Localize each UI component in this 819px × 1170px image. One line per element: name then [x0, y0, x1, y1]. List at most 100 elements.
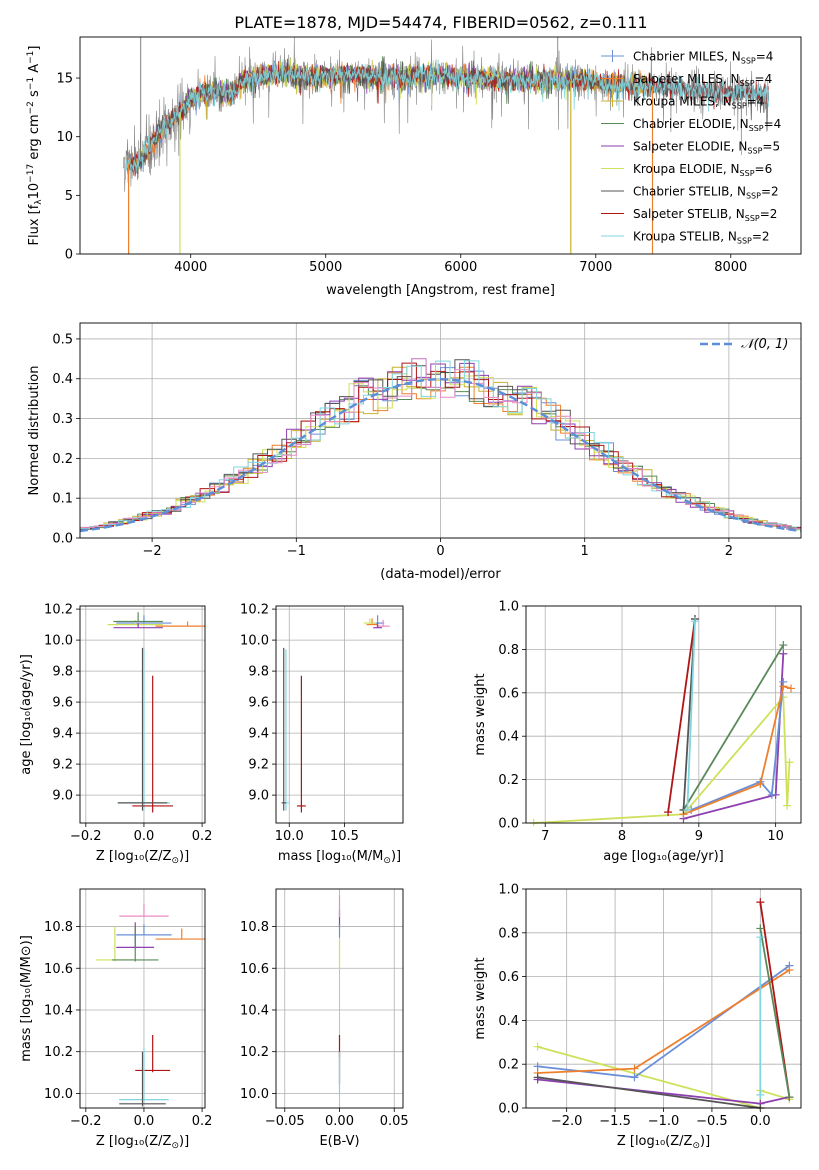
weight-marker: [756, 933, 765, 942]
y-tick-label: 10.0: [240, 1087, 269, 1102]
y-tick-label: 10.2: [240, 603, 269, 618]
x-axis-label: age [log₁₀(age/yr)]: [603, 849, 724, 864]
y-tick-label: 10.2: [44, 1045, 73, 1060]
model-spectrum-chabrier-stelib: [125, 56, 769, 175]
weight-marker: [756, 1090, 765, 1099]
axes-frame: [275, 888, 404, 1109]
x-tick-label: 0.0: [750, 1114, 771, 1129]
histogram-kroupa-stelib: [80, 360, 801, 530]
y-tick-label: 0.0: [498, 817, 519, 832]
y-tick-label: 0.4: [498, 730, 519, 745]
y-tick-label: 15: [56, 72, 73, 87]
spectrum-legend: Chabrier MILES, NSSP=4 Salpeter MILES, NS…: [601, 50, 781, 246]
y-tick-label: 9.2: [52, 758, 73, 773]
weight-line: [537, 1045, 790, 1110]
x-tick-label: 2: [725, 544, 733, 559]
weight_vs_Z-series: [533, 898, 794, 1111]
weight-marker: [787, 684, 796, 693]
x-tick-label: −0.2: [70, 829, 102, 844]
y-tick-label: 0.4: [52, 372, 73, 387]
weight-marker: [690, 617, 699, 626]
y-tick-label: 0.2: [498, 1058, 519, 1073]
age_vs_mass-points: [281, 615, 390, 813]
y-tick-label: 9.4: [52, 727, 73, 742]
weight-marker: [756, 898, 765, 907]
weight-marker: [767, 790, 776, 799]
axes-frame: [79, 36, 802, 255]
y-axis-label: mass weight: [473, 673, 488, 755]
weight-marker: [664, 808, 673, 817]
legend-label: 𝒩(0, 1): [741, 337, 788, 352]
y-tick-label: 10.2: [240, 1045, 269, 1060]
y-tick-label: 9.6: [248, 696, 269, 711]
weight-marker: [785, 758, 794, 767]
x-tick-label: 10.5: [330, 829, 359, 844]
y-tick-label: 9.0: [52, 789, 73, 804]
x-axis-label: (data-model)/error: [380, 567, 501, 582]
y-tick-label: 1.0: [498, 883, 519, 898]
weight-marker: [779, 649, 788, 658]
x-tick-label: −2.0: [551, 1114, 583, 1129]
y-tick-label: 9.6: [52, 696, 73, 711]
weight-marker: [785, 1093, 794, 1102]
weight-line: [533, 694, 791, 824]
y-tick-label: 0.5: [52, 332, 73, 347]
residuals-axes: −2 −1 0 1 2 0.0 0.1 0.2 0.3 0.4 0.5: [52, 323, 801, 559]
y-axis-label: Normed distribution: [27, 366, 42, 496]
y-tick-label: 0.2: [498, 773, 519, 788]
figure-title: PLATE=1878, MJD=54474, FIBERID=0562, z=0…: [234, 13, 647, 32]
y-tick-label: 9.8: [248, 665, 269, 680]
x-tick-label: 0.2: [192, 829, 213, 844]
axes-frame: [79, 888, 206, 1109]
age_vs_Z-points: [107, 612, 205, 813]
y-tick-label: 10.2: [44, 603, 73, 618]
y-tick-label: 10.6: [240, 962, 269, 977]
y-tick-label: 10.4: [44, 1003, 73, 1018]
y-tick-label: 10: [56, 130, 73, 145]
y-tick-label: 0.8: [498, 643, 519, 658]
spectrum-axes: 4000 5000 6000 7000 8000 0 5 10 15: [56, 72, 747, 275]
model-spectrum-kroupa-stelib: [125, 59, 769, 173]
y-tick-label: 0.6: [498, 970, 519, 985]
y-tick-label: 0.0: [498, 1102, 519, 1117]
x-tick-label: 8000: [714, 260, 747, 275]
weight-marker: [630, 1064, 639, 1073]
x-axis-label: wavelength [Angstrom, rest frame]: [326, 283, 555, 298]
x-tick-label: 9: [695, 829, 703, 844]
x-axis-label: E(B-V): [319, 1134, 359, 1149]
axes-frame: [525, 605, 802, 824]
y-tick-label: 0.4: [498, 1014, 519, 1029]
histogram-salpeter-miles: [80, 366, 801, 531]
axes-frame: [525, 888, 802, 1109]
x-tick-label: 5000: [309, 260, 342, 275]
legend-label: Salpeter STELIB, NSSP=2: [633, 207, 777, 223]
y-tick-label: 5: [65, 189, 73, 204]
normal-curve: [80, 377, 801, 533]
legend-label: Kroupa MILES, NSSP=4: [633, 95, 764, 111]
x-tick-label: 0.2: [192, 1114, 213, 1129]
mass_vs_Z-points: [95, 903, 205, 1107]
x-tick-label: 8: [618, 829, 626, 844]
x-axis-label: mass [log₁₀(M/M⊙)]: [278, 849, 401, 866]
y-axis-label: mass weight: [473, 957, 488, 1039]
y-tick-label: 10.8: [240, 920, 269, 935]
spectrum-lines: [122, 37, 769, 254]
y-tick-label: 9.0: [248, 789, 269, 804]
x-tick-label: −1.5: [599, 1114, 631, 1129]
weight-marker: [533, 1042, 542, 1051]
legend-label: Kroupa ELODIE, NSSP=6: [633, 162, 772, 178]
y-axis-label: age [log₁₀(age/yr)]: [19, 654, 34, 775]
weight-line: [686, 621, 696, 811]
x-tick-label: 0.0: [134, 829, 155, 844]
y-tick-label: 0: [65, 248, 73, 263]
y-tick-label: 0.3: [52, 412, 73, 427]
legend-label: Chabrier STELIB, NSSP=2: [633, 185, 779, 201]
x-tick-label: −0.5: [696, 1114, 728, 1129]
y-axis-label: Flux [fλ10−17 erg cm−2 s−1 A−1]: [26, 46, 44, 246]
weight-line: [683, 685, 792, 816]
x-tick-label: 4000: [174, 260, 207, 275]
x-axis-label: Z [log₁₀(Z/Z⊙)]: [96, 1134, 189, 1151]
age_vs_Z-axes: −0.2 0.0 0.2 9.0 9.2 9.4 9.6 9.8 10.0 10.2: [44, 603, 212, 844]
x-tick-label: 7000: [579, 260, 612, 275]
weight-line: [759, 928, 791, 1098]
